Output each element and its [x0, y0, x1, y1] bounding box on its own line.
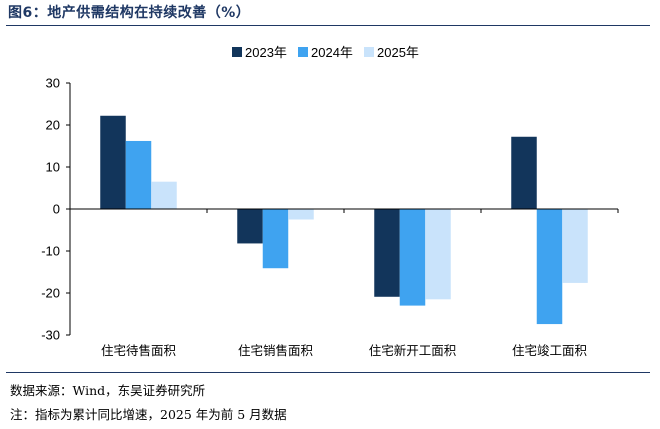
bar-2-series-3 [288, 209, 314, 220]
top-rule [6, 25, 650, 26]
y-tick-label: -20 [41, 286, 60, 301]
x-axis: 住宅待售面积 住宅销售面积 住宅新开工面积 住宅竣工面积 [69, 208, 619, 358]
bar-3-series-3 [425, 209, 451, 300]
legend-label-1: 2023年 [245, 45, 287, 60]
bar-4-series-2 [536, 209, 563, 325]
bar-2-series-1 [237, 209, 263, 244]
category-label-4: 住宅竣工面积 [512, 343, 587, 358]
category-label-3: 住宅新开工面积 [369, 343, 457, 358]
footnote: 注：指标为累计同比增速，2025 年为前 5 月数据 [10, 407, 287, 422]
y-tick-label: -30 [41, 328, 60, 343]
y-tick-label: 0 [53, 202, 60, 217]
bar-4-series-3 [562, 209, 588, 283]
figure-title: 图6：地产供需结构在持续改善（%） [8, 5, 251, 21]
bar-series [100, 115, 588, 325]
legend-label-3: 2025年 [377, 45, 419, 60]
y-tick-label: 20 [46, 118, 60, 133]
legend-swatch-3 [364, 47, 374, 57]
bar-2-series-2 [262, 209, 289, 269]
bar-4-series-1 [511, 136, 537, 209]
y-tick-label: 10 [46, 160, 60, 175]
y-axis: 30 20 10 0 -10 -20 -30 [41, 76, 71, 343]
bar-1-series-3 [151, 181, 177, 209]
category-label-2: 住宅销售面积 [238, 343, 313, 358]
legend-label-2: 2024年 [311, 45, 353, 60]
legend-swatch-1 [232, 47, 242, 57]
legend-swatch-2 [298, 47, 308, 57]
source-note: 数据来源：Wind，东吴证券研究所 [10, 383, 206, 398]
bar-3-series-2 [399, 209, 426, 306]
y-tick-label: 30 [46, 76, 60, 91]
bar-1-series-2 [125, 140, 152, 209]
category-label-1: 住宅待售面积 [101, 343, 176, 358]
bottom-rule [6, 372, 650, 373]
y-tick-label: -10 [41, 244, 60, 259]
chart-legend: 2023年 2024年 2025年 [232, 45, 419, 60]
bar-3-series-1 [374, 209, 400, 297]
bar-chart: 2023年 2024年 2025年 3020100-10-20-30 住宅待售面积住… [41, 45, 619, 358]
bar-1-series-1 [100, 115, 126, 209]
